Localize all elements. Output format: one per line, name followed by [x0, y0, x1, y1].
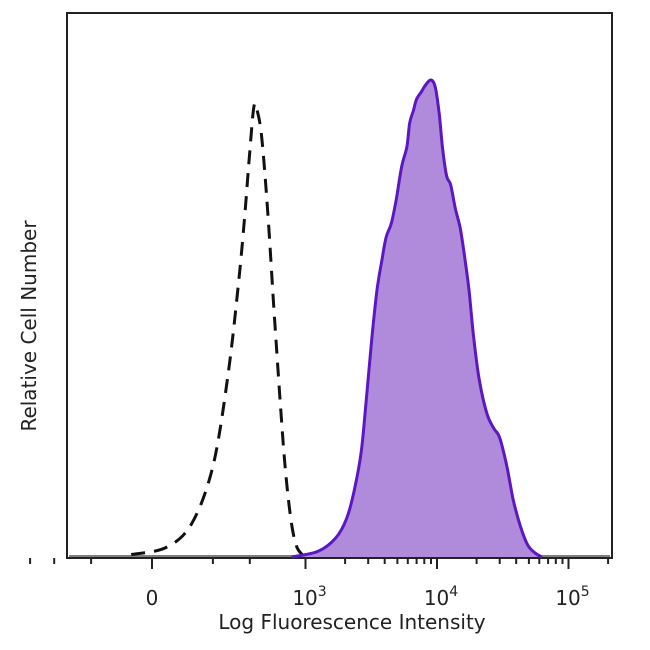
series-1-line	[291, 78, 543, 559]
x-tick-labels: 0 103 104 105	[146, 584, 590, 610]
x-axis-title: Log Fluorescence Intensity	[218, 610, 485, 634]
series-1-area	[291, 79, 543, 558]
plot-frame	[66, 12, 613, 559]
x-tick-label: 105	[555, 584, 589, 610]
x-tick-label: 0	[146, 586, 159, 610]
x-tick-label: 103	[292, 584, 326, 610]
series-0-dashed-line	[130, 101, 309, 559]
x-tick-label: 104	[424, 584, 458, 610]
series-layer	[69, 78, 610, 559]
y-axis-title: Relative Cell Number	[17, 220, 41, 432]
x-ticks	[29, 558, 610, 569]
